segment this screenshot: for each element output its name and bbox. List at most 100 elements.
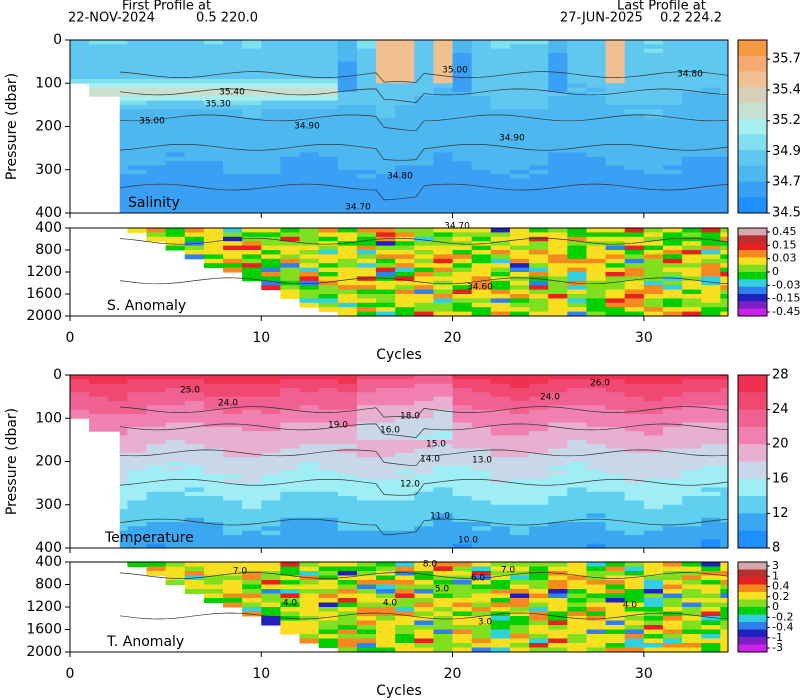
field-cell [184, 236, 205, 242]
field-cell [605, 383, 626, 389]
contour-label: 15.0 [426, 440, 446, 450]
field-cell [509, 83, 530, 89]
field-cell [242, 593, 262, 599]
field-cell [701, 535, 721, 540]
field-cell [203, 174, 224, 179]
field-cell [223, 165, 243, 171]
field-cell [433, 135, 454, 140]
field-cell [624, 109, 645, 115]
field-cell [643, 311, 664, 316]
field-cell [548, 130, 568, 136]
field-cell [108, 70, 128, 76]
field-cell [280, 174, 301, 179]
field-cell [203, 409, 224, 415]
field-cell [701, 478, 721, 484]
field-cell [165, 431, 186, 437]
field-cell [70, 40, 90, 45]
field-cell [127, 178, 148, 184]
field-cell [605, 431, 626, 437]
field-cell [643, 135, 664, 140]
field-cell [356, 245, 377, 251]
field-cell [376, 625, 396, 630]
field-cell [242, 602, 262, 608]
field-cell [548, 483, 568, 488]
field-cell [318, 161, 339, 166]
field-cell [223, 426, 243, 432]
field-cell [299, 422, 320, 428]
field-cell [548, 457, 568, 462]
field-cell [529, 258, 549, 264]
field-cell [280, 571, 301, 576]
field-cell [529, 543, 549, 548]
field-cell [165, 44, 186, 50]
field-cell [165, 61, 186, 67]
field-cell [127, 513, 148, 519]
field-cell [548, 78, 568, 84]
field-cell [586, 263, 607, 269]
field-cell [127, 431, 148, 437]
field-cell [509, 208, 530, 213]
x-tick-label: 0 [66, 666, 75, 682]
field-cell [548, 61, 568, 67]
field-cell [529, 478, 549, 484]
field-cell [127, 187, 148, 192]
field-cell [337, 236, 358, 242]
field-cell [701, 200, 721, 205]
contour-line [119, 183, 728, 201]
field-cell [299, 526, 320, 532]
field-cell [280, 294, 301, 299]
field-cell [261, 396, 281, 402]
field-cell [548, 522, 568, 527]
field-cell [242, 169, 262, 175]
field-cell [643, 208, 664, 213]
field-cell [242, 470, 262, 475]
field-cell [146, 161, 167, 166]
field-cell [280, 483, 301, 488]
field-cell [414, 375, 434, 380]
field-cell [452, 113, 473, 119]
field-cell [337, 96, 358, 102]
colorbar-tick-label: 35.7 [772, 52, 800, 67]
field-cell [242, 117, 262, 123]
field-cell [184, 40, 205, 45]
field-cell [376, 91, 396, 97]
field-cell [203, 228, 224, 233]
field-cell [605, 535, 626, 540]
field-cell [701, 254, 721, 260]
field-cell [471, 143, 492, 149]
first-profile-title: First Profile at [122, 0, 211, 14]
field-cell [318, 461, 339, 467]
field-cell [299, 272, 320, 277]
field-cell [395, 70, 415, 76]
field-cell [643, 457, 664, 462]
field-cell [223, 539, 243, 545]
colorbar-tick-label: 35.46 [772, 82, 800, 97]
field-cell [490, 491, 511, 497]
field-cell [643, 165, 664, 171]
x-tick-label: 10 [252, 330, 270, 346]
field [70, 375, 728, 548]
field-cell [318, 208, 339, 213]
field-cell [203, 452, 224, 458]
field-cell [242, 70, 262, 76]
colorbar-tick-label: 0.4 [772, 580, 790, 593]
field-cell [119, 457, 128, 462]
field-cell [605, 70, 626, 76]
field-cell [89, 61, 109, 67]
contour-line [119, 572, 728, 579]
field-cell [203, 113, 224, 119]
field-cell [624, 616, 645, 621]
field-cell [586, 152, 607, 158]
field-cell [242, 241, 262, 247]
field-cell [548, 228, 568, 233]
field-cell [720, 285, 728, 291]
field-cell [261, 616, 281, 621]
field-cell [586, 634, 607, 639]
field-cell [203, 530, 224, 536]
field-cell [548, 87, 568, 93]
field-cell [146, 228, 167, 233]
field-cell [280, 61, 301, 67]
field-cell [203, 500, 224, 506]
field-cell [471, 616, 492, 621]
field-cell [662, 435, 683, 441]
